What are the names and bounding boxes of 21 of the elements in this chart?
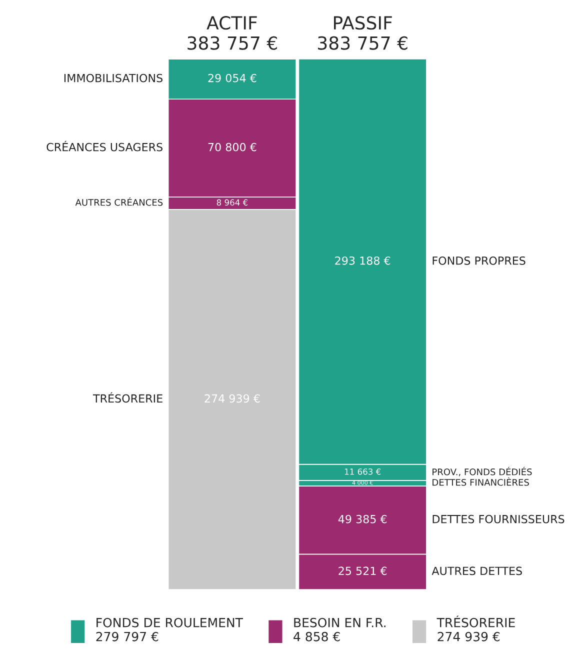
text: TRÉSORERIE 274 939 € <box>436 616 515 642</box>
data-label: 25 521 € <box>338 566 387 576</box>
x-tick-label: PASSIF 383 757 € <box>318 16 408 50</box>
series-label: IMMOBILISATIONS <box>64 74 162 82</box>
series-label: AUTRES DETTES <box>432 566 522 576</box>
data-label: 11 663 € <box>344 468 381 475</box>
series-label: CRÉANCES USAGERS <box>46 140 162 152</box>
data-label: 8 964 € <box>216 199 248 206</box>
series-label: FONDS PROPRES <box>432 256 526 265</box>
series-label: TRÉSORERIE <box>92 392 162 403</box>
text: FONDS DE ROULEMENT 279 797 € <box>96 618 243 642</box>
text: BESOIN EN F.R. 4 858 € <box>294 618 386 642</box>
series-label: DETTES FOURNISSEURS <box>432 514 564 524</box>
series-label: AUTRES CRÉANCES <box>75 197 163 206</box>
series-label: PROV., FONDS DÉDIÉS <box>432 466 532 476</box>
data-label: 49 385 € <box>338 514 387 524</box>
data-label: 29 054 € <box>208 74 256 82</box>
data-label: 70 800 € <box>208 142 256 152</box>
data-label: 293 188 € <box>335 256 390 265</box>
x-tick-label: ACTIF 383 757 € <box>188 16 277 50</box>
series-label: DETTES FINANCIÈRES <box>432 477 529 486</box>
